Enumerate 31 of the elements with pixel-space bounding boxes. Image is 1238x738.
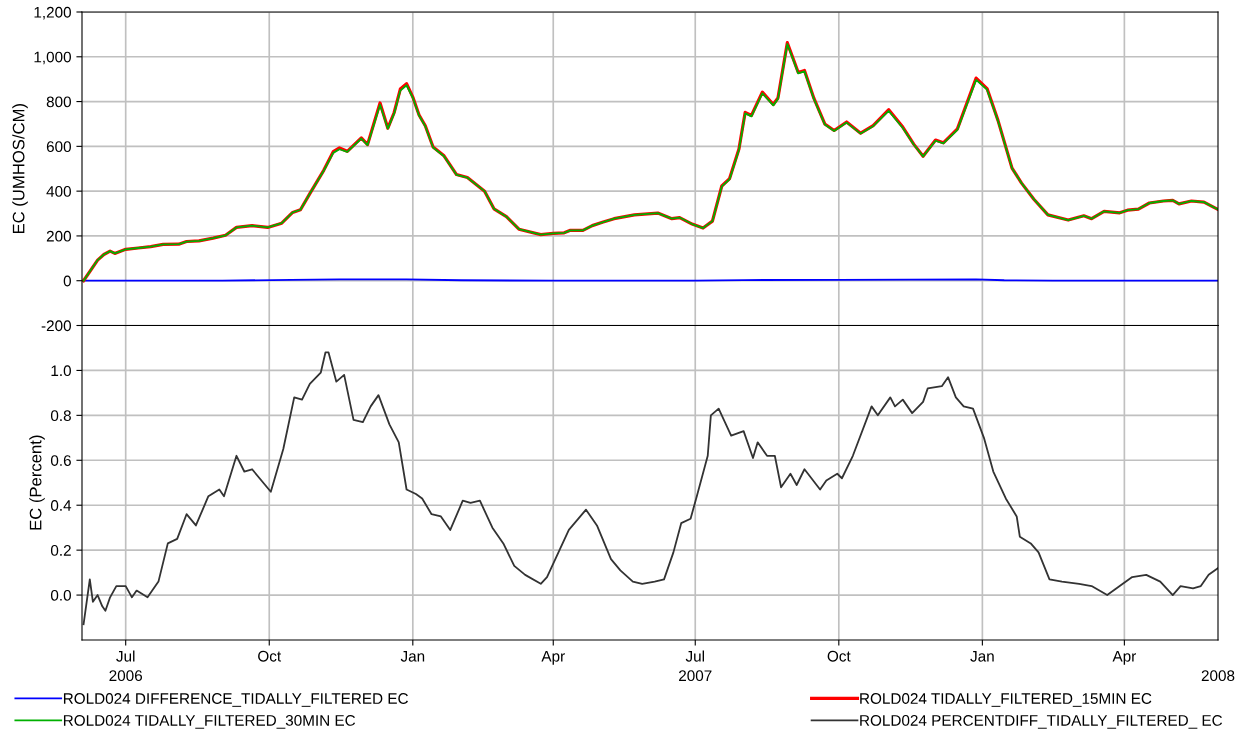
y-tick-label: 1.0	[51, 365, 71, 377]
legend-label: ROLD024 PERCENTDIFF_TIDALLY_FILTERED_ EC	[860, 714, 1223, 729]
x-tick-label: Jul	[116, 650, 135, 662]
y-tick-label: 0.0	[50, 589, 71, 601]
y-tick-label: 0	[63, 275, 71, 287]
y-axis-title: EC (UMHOS/CM)	[12, 104, 28, 234]
x2-tick-label: 2008	[1201, 670, 1235, 682]
x-tick-label: Apr	[541, 650, 565, 665]
y-tick-label: 400	[46, 186, 71, 197]
y-tick-label: -200	[41, 320, 71, 332]
x-tick-label: Jul	[685, 650, 704, 662]
y-tick-label: 600	[46, 141, 71, 153]
legend-label: ROLD024 TIDALLY_FILTERED_15MIN EC	[860, 693, 1152, 707]
y-tick-label: 0.6	[50, 455, 71, 466]
y-tick-label: 1,200	[34, 6, 71, 20]
x-tick-label: Jan	[400, 650, 425, 662]
x-tick-label: Oct	[258, 650, 282, 662]
y-axis-title: EC (Percent)	[29, 435, 45, 530]
y-tick-label: 0.2	[50, 545, 71, 556]
y-tick-label: 0.8	[50, 410, 71, 422]
x-tick-label: Apr	[1112, 650, 1137, 665]
x2-tick-label: 2007	[679, 670, 712, 682]
y-tick-label: 0.4	[50, 500, 72, 511]
y-tick-label: 200	[46, 230, 71, 242]
x-tick-label: Oct	[827, 650, 851, 662]
x2-tick-label: 2006	[109, 670, 143, 682]
legend-label: ROLD024 DIFFERENCE_TIDALLY_FILTERED EC	[63, 693, 408, 707]
legend-label: ROLD024 TIDALLY_FILTERED_30MIN EC	[63, 714, 356, 729]
y-tick-label: 800	[46, 96, 71, 108]
y-tick-label: 1,000	[34, 51, 71, 65]
x-tick-label: Jan	[970, 650, 994, 662]
